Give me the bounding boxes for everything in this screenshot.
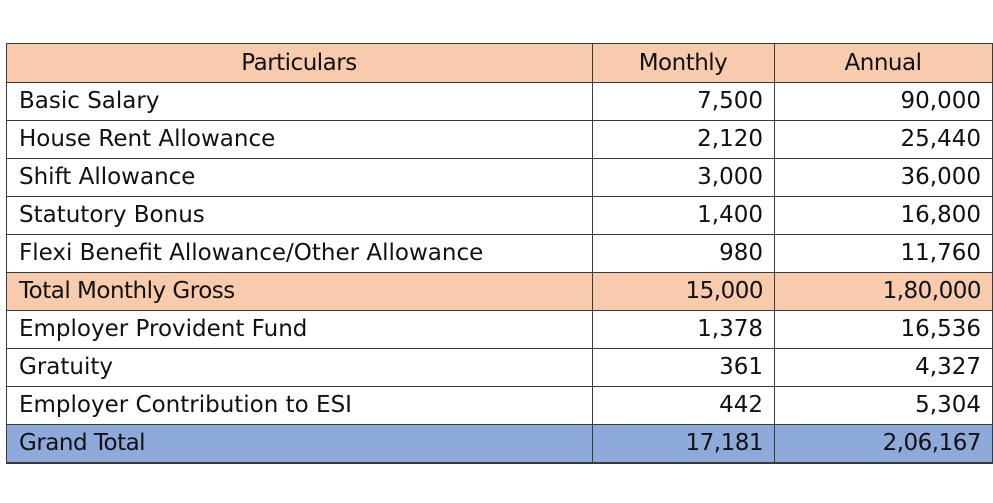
cell-particular: Employer Contribution to ESI bbox=[6, 386, 593, 425]
cell-particular: Basic Salary bbox=[6, 82, 593, 121]
table-row-shift-allowance: Shift Allowance 3,000 36,000 bbox=[6, 158, 993, 197]
header-monthly: Monthly bbox=[592, 43, 775, 83]
cell-monthly: 361 bbox=[592, 348, 775, 387]
cell-annual: 16,800 bbox=[774, 196, 993, 235]
cell-monthly: 17,181 bbox=[592, 424, 775, 464]
cell-monthly: 2,120 bbox=[592, 120, 775, 159]
cell-annual: 16,536 bbox=[774, 310, 993, 349]
table-row-total-monthly-gross: Total Monthly Gross 15,000 1,80,000 bbox=[6, 272, 993, 311]
cell-monthly: 442 bbox=[592, 386, 775, 425]
table-row-employer-esi: Employer Contribution to ESI 442 5,304 bbox=[6, 386, 993, 425]
header-particulars: Particulars bbox=[6, 43, 593, 83]
header-row: Particulars Monthly Annual bbox=[6, 43, 993, 83]
salary-table: Particulars Monthly Annual Basic Salary … bbox=[6, 43, 993, 464]
cell-monthly: 3,000 bbox=[592, 158, 775, 197]
cell-monthly: 7,500 bbox=[592, 82, 775, 121]
cell-particular: Shift Allowance bbox=[6, 158, 593, 197]
cell-monthly: 15,000 bbox=[592, 272, 775, 311]
table-row-flexi-benefit: Flexi Benefit Allowance/Other Allowance … bbox=[6, 234, 993, 273]
cell-particular: Employer Provident Fund bbox=[6, 310, 593, 349]
cell-particular: Grand Total bbox=[6, 424, 593, 464]
table-row-gratuity: Gratuity 361 4,327 bbox=[6, 348, 993, 387]
cell-annual: 4,327 bbox=[774, 348, 993, 387]
cell-annual: 2,06,167 bbox=[774, 424, 993, 464]
cell-annual: 36,000 bbox=[774, 158, 993, 197]
table-row-employer-provident-fund: Employer Provident Fund 1,378 16,536 bbox=[6, 310, 993, 349]
cell-particular: Gratuity bbox=[6, 348, 593, 387]
cell-annual: 90,000 bbox=[774, 82, 993, 121]
cell-annual: 25,440 bbox=[774, 120, 993, 159]
cell-particular: Total Monthly Gross bbox=[6, 272, 593, 311]
cell-monthly: 1,378 bbox=[592, 310, 775, 349]
header-annual: Annual bbox=[774, 43, 993, 83]
cell-particular: Statutory Bonus bbox=[6, 196, 593, 235]
cell-particular: Flexi Benefit Allowance/Other Allowance bbox=[6, 234, 593, 273]
cell-monthly: 980 bbox=[592, 234, 775, 273]
table-row-basic-salary: Basic Salary 7,500 90,000 bbox=[6, 82, 993, 121]
cell-particular: House Rent Allowance bbox=[6, 120, 593, 159]
table-row-statutory-bonus: Statutory Bonus 1,400 16,800 bbox=[6, 196, 993, 235]
table-row-house-rent-allowance: House Rent Allowance 2,120 25,440 bbox=[6, 120, 993, 159]
cell-annual: 11,760 bbox=[774, 234, 993, 273]
cell-monthly: 1,400 bbox=[592, 196, 775, 235]
cell-annual: 5,304 bbox=[774, 386, 993, 425]
salary-breakup-sheet: Particulars Monthly Annual Basic Salary … bbox=[6, 43, 993, 464]
cell-annual: 1,80,000 bbox=[774, 272, 993, 311]
table-row-grand-total: Grand Total 17,181 2,06,167 bbox=[6, 424, 993, 464]
